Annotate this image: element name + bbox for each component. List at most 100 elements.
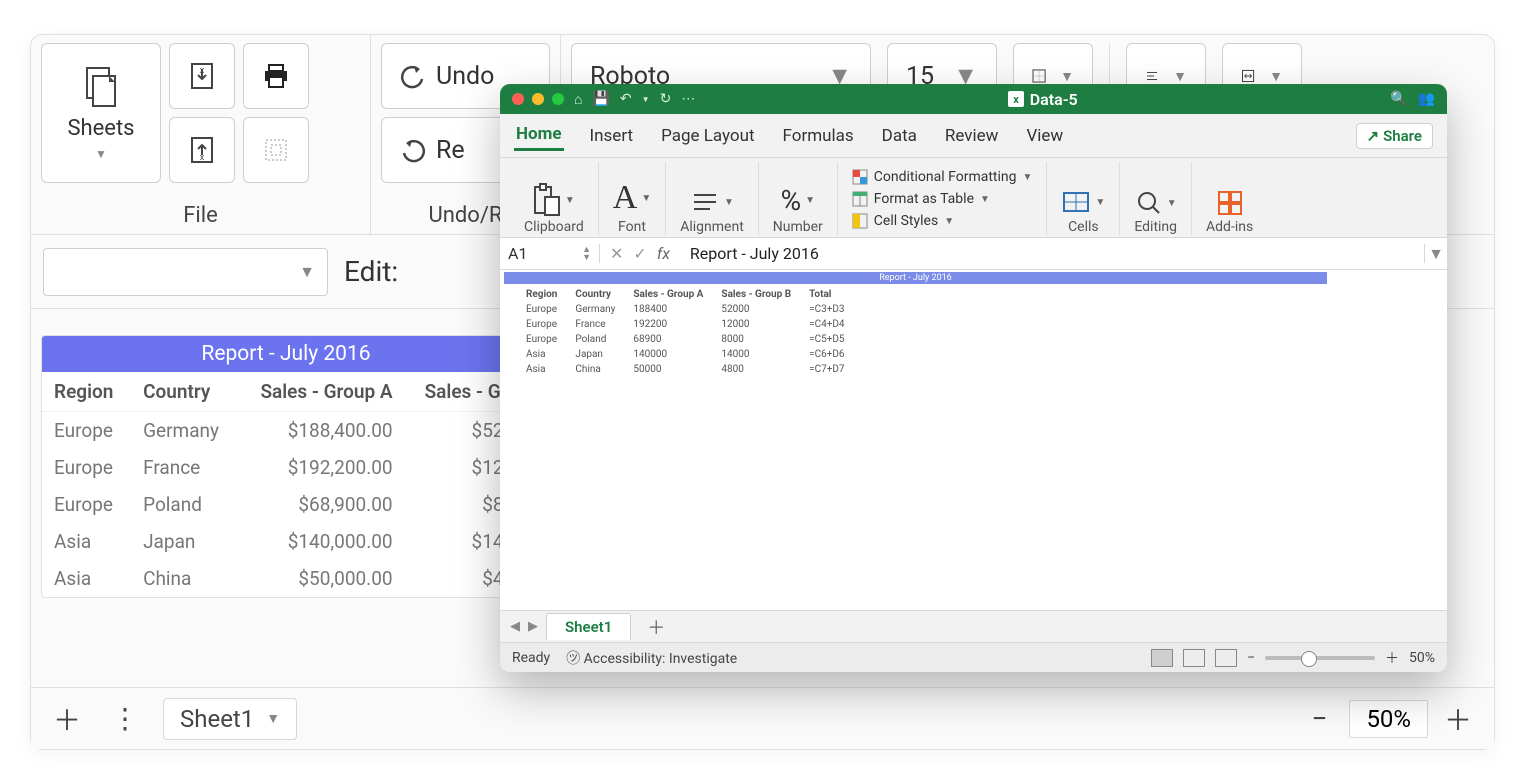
formula-input[interactable]: Report - July 2016	[680, 244, 1425, 263]
zoom-value: 50%	[1349, 700, 1428, 738]
sheets-label: Sheets	[67, 116, 134, 141]
editing-group: ▼ Editing	[1120, 162, 1192, 235]
print-button[interactable]	[243, 43, 309, 109]
ribbon-tab-data[interactable]: Data	[880, 122, 919, 150]
cell-reference-select[interactable]: ▼	[43, 248, 328, 296]
window-maximize-button[interactable]	[552, 93, 564, 105]
undo-chevron-icon[interactable]: ▼	[642, 95, 650, 104]
zoom-out-icon[interactable]: −	[1247, 650, 1255, 666]
alignment-label: Alignment	[680, 219, 744, 235]
sheet-nav-next[interactable]: ▶	[528, 619, 538, 634]
sheets-button[interactable]: Sheets ▼	[41, 43, 161, 183]
mini-cell: Europe	[526, 333, 573, 346]
edit-label: Edit:	[344, 255, 398, 288]
editing-button[interactable]: ▼	[1135, 189, 1177, 217]
alignment-button[interactable]: ▼	[690, 187, 734, 217]
share-presence-icon[interactable]: 👥	[1418, 91, 1435, 107]
import-button[interactable]: x	[169, 43, 235, 109]
cancel-formula-icon[interactable]: ✕	[610, 244, 623, 263]
sheet-nav-prev[interactable]: ◀	[510, 619, 520, 634]
clipboard-group: ▼ Clipboard	[510, 162, 599, 235]
accessibility-icon: ㋡	[566, 651, 580, 667]
export-icon: x	[187, 135, 217, 165]
more-icon[interactable]: ⋯	[681, 91, 695, 107]
worksheet-grid[interactable]: Report - July 2016 RegionCountrySales - …	[500, 270, 1447, 610]
cells-label: Cells	[1068, 219, 1099, 235]
view-pagebreak-icon[interactable]	[1215, 649, 1237, 667]
add-sheet-button[interactable]: ＋	[47, 699, 87, 739]
format-table-label: Format as Table	[874, 191, 974, 207]
zoom-in-button[interactable]: ＋	[1438, 699, 1478, 739]
zoom-slider[interactable]	[1265, 656, 1375, 660]
ribbon-tab-insert[interactable]: Insert	[588, 122, 636, 150]
addins-button[interactable]	[1216, 189, 1244, 217]
mini-header: Total	[809, 288, 860, 301]
export-button[interactable]: x	[169, 117, 235, 183]
font-button[interactable]: A▼	[613, 179, 651, 217]
save-icon[interactable]: 💾	[592, 91, 609, 107]
sheet-tab-active[interactable]: Sheet1	[546, 613, 631, 640]
table-cell: China	[131, 560, 238, 597]
number-button[interactable]: %▼	[781, 184, 815, 217]
add-sheet-icon[interactable]: ＋	[639, 614, 673, 640]
undo-label: Undo	[436, 62, 494, 91]
table-cell: Asia	[42, 523, 131, 560]
print-area-icon	[261, 135, 291, 165]
redo-label: Re	[436, 136, 465, 165]
svg-text:x: x	[1013, 93, 1019, 106]
ribbon-tab-formulas[interactable]: Formulas	[781, 122, 856, 150]
ribbon-tab-home[interactable]: Home	[514, 120, 564, 151]
table-cell: $192,200.00	[238, 449, 405, 486]
cells-button[interactable]: ▼	[1061, 187, 1105, 217]
paste-button[interactable]: ▼	[533, 183, 575, 217]
mini-cell: 12000	[721, 318, 807, 331]
cells-group: ▼ Cells	[1047, 162, 1120, 235]
sheet-tab[interactable]: Sheet1 ▼	[163, 698, 297, 740]
ribbon-tab-view[interactable]: View	[1024, 122, 1065, 150]
ribbon-tab-review[interactable]: Review	[943, 122, 1001, 150]
print-area-button[interactable]	[243, 117, 309, 183]
mini-cell: Europe	[526, 303, 573, 316]
mini-cell: 14000	[721, 348, 807, 361]
redo-icon[interactable]: ↻	[660, 91, 672, 107]
status-accessibility[interactable]: ㋡ Accessibility: Investigate	[566, 648, 737, 668]
view-normal-icon[interactable]	[1151, 649, 1173, 667]
mini-cell: =C3+D3	[809, 303, 860, 316]
redo-icon	[400, 137, 426, 163]
mini-cell: 68900	[633, 333, 719, 346]
mini-header: Sales - Group A	[633, 288, 719, 301]
name-box[interactable]: A1 ▲▼	[500, 244, 600, 263]
window-close-button[interactable]	[512, 93, 524, 105]
zoom-in-icon[interactable]: ＋	[1385, 648, 1399, 668]
excel-file-icon: x	[1008, 91, 1024, 107]
home-icon[interactable]: ⌂	[574, 91, 582, 108]
table-row: EuropePoland$68,900.00$8,0	[42, 486, 530, 523]
clipboard-label: Clipboard	[524, 219, 584, 235]
format-as-table-button[interactable]: Format as Table▼	[852, 191, 990, 207]
font-label: Font	[618, 219, 646, 235]
accept-formula-icon[interactable]: ✓	[633, 244, 646, 263]
conditional-formatting-button[interactable]: Conditional Formatting▼	[852, 169, 1033, 185]
search-icon[interactable]: 🔍	[1390, 91, 1407, 107]
cell-styles-icon	[852, 213, 868, 229]
table-cell: $68,900.00	[238, 486, 405, 523]
zoom-out-button[interactable]: −	[1299, 699, 1339, 739]
mini-cell: Germany	[575, 303, 631, 316]
addins-label: Add-ins	[1206, 219, 1253, 235]
view-pagelayout-icon[interactable]	[1183, 649, 1205, 667]
window-minimize-button[interactable]	[532, 93, 544, 105]
print-icon	[261, 61, 291, 91]
undo-icon[interactable]: ↶	[620, 91, 632, 107]
undo-icon	[400, 63, 426, 89]
sheet-menu-button[interactable]: ⋮	[105, 699, 145, 739]
column-header: Sales - Group A	[238, 372, 405, 412]
cell-styles-button[interactable]: Cell Styles▼	[852, 213, 954, 229]
formula-expand-icon[interactable]: ▼	[1425, 244, 1447, 264]
mini-header: Region	[526, 288, 573, 301]
mini-cell: China	[575, 363, 631, 376]
table-row: AsiaChina$50,000.00$4,8	[42, 560, 530, 597]
fx-icon[interactable]: fx	[657, 244, 670, 263]
share-button[interactable]: ↗ Share	[1356, 123, 1434, 149]
ribbon-tab-page-layout[interactable]: Page Layout	[659, 122, 756, 150]
share-arrow-icon: ↗	[1367, 127, 1380, 145]
